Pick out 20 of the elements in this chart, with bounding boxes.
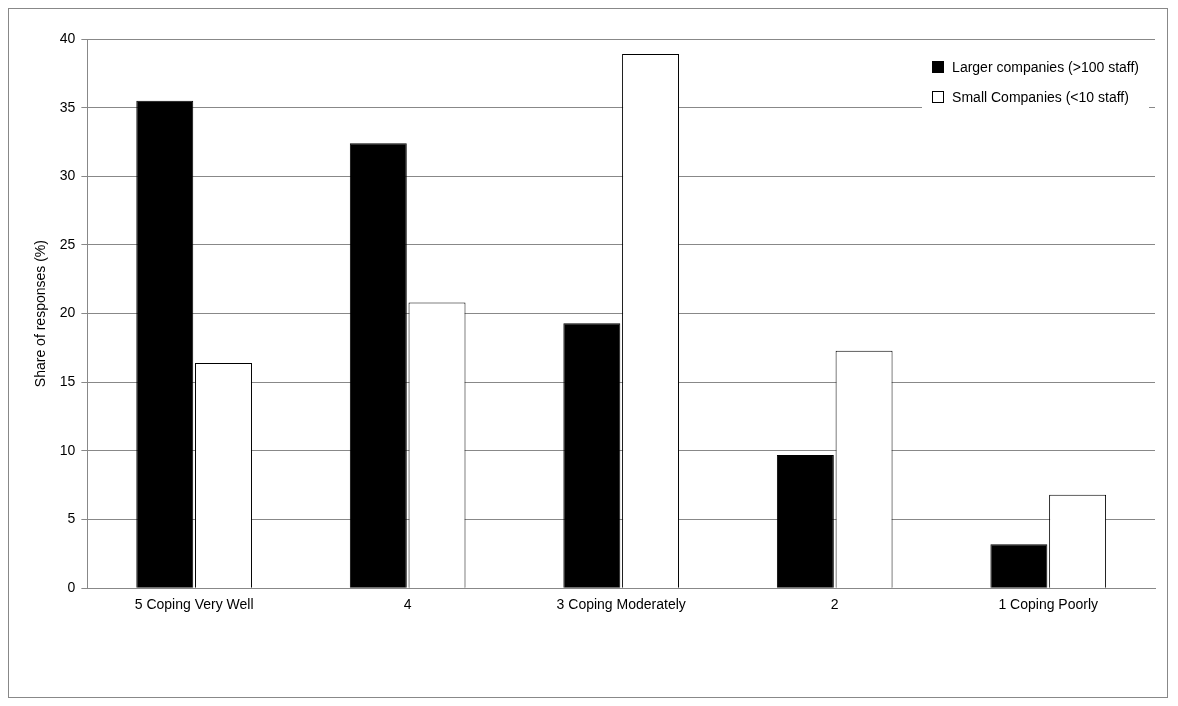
- bar: [136, 100, 194, 588]
- y-tick-label: 35: [59, 98, 76, 115]
- legend-label: Small Companies (<10 staff): [952, 89, 1129, 105]
- y-tick-label: 0: [67, 579, 76, 596]
- y-tick-label: 30: [59, 167, 76, 184]
- y-axis-title: Share of responses (%): [32, 240, 49, 388]
- y-tick-label: 5: [67, 510, 76, 527]
- y-tick-label: 20: [59, 304, 76, 321]
- x-tick-label: 3 Coping Moderately: [556, 596, 686, 613]
- bar: [563, 323, 621, 588]
- y-tick-label: 15: [59, 373, 76, 390]
- x-tick-label: 4: [403, 596, 412, 613]
- x-tick-label: 2: [830, 596, 839, 613]
- y-tick-label: 40: [59, 29, 76, 46]
- legend-label: Larger companies (>100 staff): [952, 59, 1139, 75]
- x-tick-label: 5 Coping Very Well: [134, 596, 254, 613]
- x-tick-label: 1 Coping Poorly: [998, 596, 1099, 613]
- y-tick-label: 10: [59, 441, 76, 458]
- bar: [990, 544, 1048, 588]
- y-tick-label: 25: [59, 235, 76, 252]
